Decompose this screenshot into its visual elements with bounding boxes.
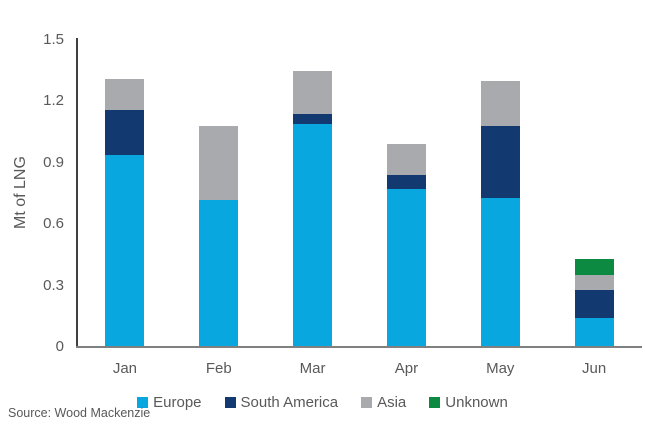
bar-segment-europe-may [480, 197, 520, 347]
x-axis-label-feb: Feb [205, 360, 232, 377]
legend-item-unknown: Unknown [429, 394, 508, 411]
legend-swatch-icon [429, 397, 441, 408]
bar-segment-south-america-jan [105, 109, 145, 155]
y-tick-label: 0 [55, 338, 64, 355]
chart-legend: Europe South America Asia Unknown [0, 394, 645, 411]
x-axis-label-may: May [486, 360, 515, 377]
bar-segment-europe-apr [386, 189, 426, 347]
legend-label: South America [240, 394, 339, 411]
x-axis-label-jun: Jun [581, 360, 607, 377]
legend-item-south-america: South America [224, 394, 339, 411]
bar-segment-asia-feb [199, 125, 239, 200]
y-tick-label: 0.3 [43, 276, 64, 294]
source-note: Source: Wood Mackenzie [8, 406, 151, 420]
legend-item-asia: Asia [361, 394, 406, 411]
bar-segment-asia-jun [574, 275, 614, 290]
x-axis-line [76, 346, 642, 348]
bar-segment-asia-apr [386, 144, 426, 176]
bar-segment-unknown-jun [574, 258, 614, 276]
bar-segment-south-america-apr [386, 175, 426, 190]
legend-label: Europe [153, 394, 202, 411]
bar-segment-asia-mar [293, 70, 333, 114]
legend-item-europe: Europe [137, 394, 202, 411]
y-tick-label: 1.2 [43, 92, 64, 110]
legend-swatch-icon [361, 397, 373, 408]
legend-label: Unknown [445, 394, 508, 411]
bar-segment-asia-may [480, 80, 520, 126]
bar-segment-asia-jan [105, 78, 145, 110]
legend-swatch-icon [224, 397, 236, 408]
bar-segment-south-america-may [480, 125, 520, 198]
legend-swatch-icon [137, 397, 149, 408]
x-axis-label-jan: Jan [112, 360, 137, 377]
x-axis-label-mar: Mar [299, 360, 326, 377]
bar-segment-south-america-jun [574, 289, 614, 319]
y-tick-label: 1.5 [43, 31, 64, 48]
y-tick-label: 0.9 [43, 153, 64, 171]
y-axis-title: Mt of LNG [12, 156, 29, 230]
bar-segment-south-america-mar [293, 113, 333, 124]
bar-segment-europe-mar [293, 123, 333, 347]
bar-segment-europe-jun [574, 318, 614, 347]
y-tick-label: 0.6 [43, 215, 64, 233]
legend-label: Asia [377, 394, 407, 411]
y-axis-line [76, 38, 78, 348]
bar-segment-europe-jan [105, 154, 145, 347]
bar-segment-europe-feb [199, 199, 239, 347]
x-axis-label-apr: Apr [394, 360, 419, 377]
